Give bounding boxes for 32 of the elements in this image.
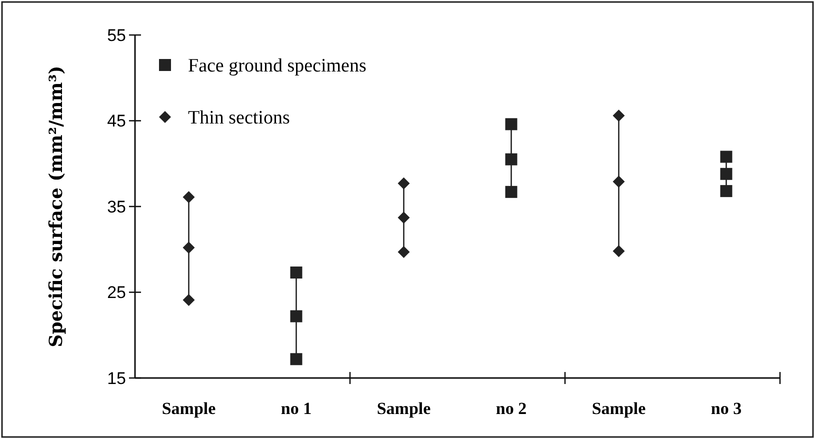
point — [612, 110, 625, 122]
legend-label: Face ground specimens — [188, 56, 366, 77]
x-tick-label: Sample — [592, 399, 646, 418]
point — [505, 186, 518, 198]
point — [720, 150, 732, 163]
point — [505, 118, 518, 130]
y-axis-title: Specific surface (mm²/mm³) — [46, 66, 67, 348]
point — [505, 153, 518, 166]
y-tick-label: 55 — [107, 26, 126, 45]
y-tick-label: 15 — [107, 368, 126, 388]
point — [612, 245, 625, 258]
point — [182, 242, 195, 254]
point — [182, 294, 195, 306]
y-tick-label: 35 — [107, 197, 126, 216]
point — [290, 310, 302, 322]
x-tick-label: no 3 — [710, 399, 742, 418]
point — [398, 246, 410, 258]
x-tick-label: Sample — [376, 399, 432, 418]
y-tick-label: 45 — [107, 112, 126, 131]
point — [720, 185, 732, 198]
point — [182, 191, 195, 204]
point — [290, 266, 302, 279]
x-tick-label: Sample — [162, 399, 216, 418]
point — [290, 353, 302, 366]
point — [612, 176, 625, 188]
legend-label: Thin sections — [188, 108, 290, 129]
y-tick-label: 25 — [107, 283, 126, 302]
point — [398, 177, 410, 190]
point — [398, 212, 410, 224]
x-tick-label: no 1 — [280, 399, 312, 418]
x-tick-label: no 2 — [496, 399, 527, 418]
point — [720, 168, 732, 180]
